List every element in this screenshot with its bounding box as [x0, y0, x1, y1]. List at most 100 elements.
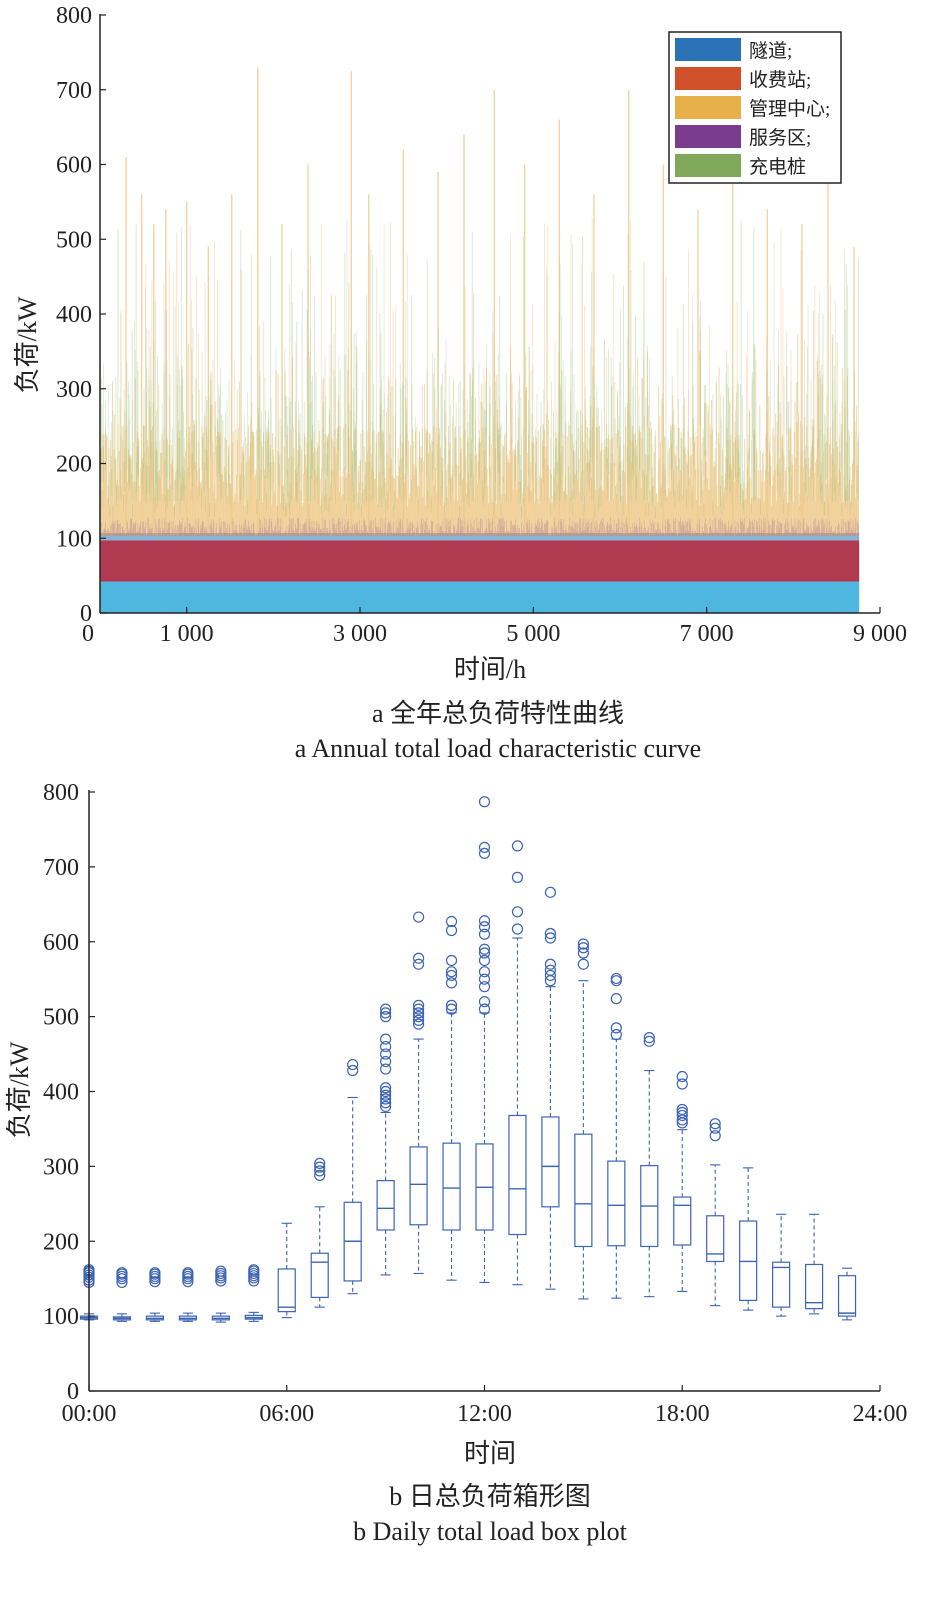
- panel-a-y-tick-label: 800: [56, 3, 92, 29]
- outlier-point: [412, 1003, 425, 1015]
- box-hour-6: [277, 1222, 296, 1319]
- outlier-point: [676, 1070, 688, 1083]
- box-hour-11: [442, 915, 461, 1281]
- outlier-point: [380, 1082, 392, 1094]
- legend-swatch: [675, 67, 741, 90]
- outlier-point: [511, 906, 524, 918]
- outlier-point: [478, 947, 491, 959]
- outlier-point: [149, 1276, 161, 1288]
- panel-a-x-tick-label: 7 000: [680, 621, 734, 647]
- panel-b-y-tick-label: 400: [43, 1080, 79, 1106]
- panel-b-y-tick-label: 800: [43, 780, 79, 806]
- series-tunnel-band: [100, 581, 860, 613]
- panel-b-y-tick-label: 700: [43, 855, 79, 881]
- outlier-point: [412, 958, 425, 970]
- panel-b-x-axis-label: 时间: [464, 1439, 516, 1468]
- panel-b-y-tick-label: 100: [43, 1304, 79, 1330]
- panel-a: 0 100 200 300 400 500 600 700 800 0 1 000 3 000 5 0…: [13, 3, 907, 763]
- series-tunnel-upper-band: [100, 533, 860, 541]
- outlier-point: [314, 1157, 326, 1169]
- outlier-point: [544, 886, 557, 898]
- box-hour-9: [376, 1003, 395, 1276]
- box-iqr: [804, 1263, 824, 1310]
- legend-swatch: [675, 96, 741, 119]
- panel-b-x-tick-label: 18:00: [655, 1401, 710, 1427]
- box-iqr: [277, 1268, 296, 1313]
- panel-b-y-axis-label: 负荷/kW: [5, 1041, 34, 1138]
- box-hour-22: [804, 1213, 824, 1315]
- panel-a-caption-en: a Annual total load characteristic curve: [295, 734, 701, 763]
- legend-swatch: [675, 38, 741, 61]
- outlier-point: [380, 1097, 392, 1109]
- panel-b-y-tick-label: 600: [43, 930, 79, 956]
- legend-label: 充电桩: [749, 156, 806, 178]
- panel-a-y-tick-label: 700: [56, 78, 92, 104]
- outlier-point: [478, 981, 491, 993]
- outlier-point: [182, 1267, 194, 1279]
- legend-swatch: [675, 154, 741, 177]
- outlier-point: [709, 1122, 721, 1134]
- outlier-point: [445, 969, 458, 982]
- panel-a-y-tick-label: 300: [56, 377, 92, 403]
- box-iqr: [837, 1275, 857, 1317]
- panel-a-y-tick-label: 400: [56, 302, 92, 328]
- legend-label: 服务区;: [749, 127, 811, 149]
- outlier-point: [380, 1085, 392, 1098]
- outlier-point: [412, 952, 425, 964]
- outlier-point: [643, 1035, 655, 1047]
- box-iqr: [508, 1114, 527, 1236]
- box-hour-20: [739, 1167, 758, 1311]
- series-toll-band: [100, 540, 860, 582]
- outlier-point: [445, 1003, 458, 1015]
- box-iqr: [376, 1180, 395, 1231]
- box-iqr: [442, 1142, 461, 1231]
- box-iqr: [310, 1252, 329, 1299]
- outlier-point: [676, 1103, 688, 1116]
- outlier-point: [610, 1022, 622, 1034]
- outlier-point: [511, 840, 524, 852]
- panel-a-y-tick-label: 600: [56, 153, 92, 179]
- outlier-point: [445, 977, 458, 989]
- panel-a-caption-cn: a 全年总负荷特性曲线: [372, 699, 624, 728]
- panel-b-x-tick-label: 06:00: [259, 1401, 314, 1427]
- outlier-point: [215, 1265, 227, 1277]
- outlier-point: [544, 969, 557, 982]
- outlier-point: [478, 996, 491, 1008]
- panel-b-y-ticks: 0 100 200 300 400 500 600 700 800: [43, 780, 95, 1405]
- panel-a-y-tick-label: 200: [56, 452, 92, 478]
- outlier-point: [511, 923, 524, 935]
- panel-b-axes: [88, 790, 880, 1392]
- box-hour-3: [178, 1267, 197, 1322]
- outlier-point: [149, 1267, 161, 1279]
- panel-a-x-tick-label: 5 000: [506, 621, 560, 647]
- outlier-point: [314, 1161, 326, 1173]
- outlier-point: [478, 921, 491, 933]
- box-hour-17: [640, 1031, 659, 1298]
- panel-b-y-tick-label: 0: [67, 1379, 79, 1405]
- outlier-point: [577, 938, 589, 950]
- panel-a-x-tick-label: 0: [82, 621, 94, 647]
- outlier-point: [380, 1093, 392, 1105]
- outlier-point: [380, 1048, 392, 1060]
- outlier-point: [445, 915, 458, 928]
- outlier-point: [380, 1055, 392, 1068]
- outlier-point: [478, 943, 491, 955]
- box-hour-15: [574, 938, 593, 1300]
- outlier-point: [478, 915, 491, 927]
- panel-a-y-axis-label: 负荷/kW: [13, 296, 42, 393]
- box-hour-18: [673, 1070, 692, 1292]
- annual-load-plot-area: [100, 67, 860, 613]
- outlier-point: [116, 1267, 128, 1279]
- outlier-point: [511, 871, 524, 883]
- box-hour-16: [607, 972, 626, 1299]
- outlier-point: [544, 932, 557, 944]
- outlier-point: [544, 964, 557, 976]
- panel-a-y-ticks: 0 100 200 300 400 500 600 700 800: [56, 3, 106, 627]
- panel-a-y-tick-label: 100: [56, 526, 92, 552]
- outlier-point: [380, 1007, 392, 1019]
- outlier-point: [380, 1003, 392, 1015]
- outlier-point: [643, 1031, 655, 1044]
- box-hour-7: [310, 1157, 329, 1308]
- box-iqr: [706, 1215, 725, 1263]
